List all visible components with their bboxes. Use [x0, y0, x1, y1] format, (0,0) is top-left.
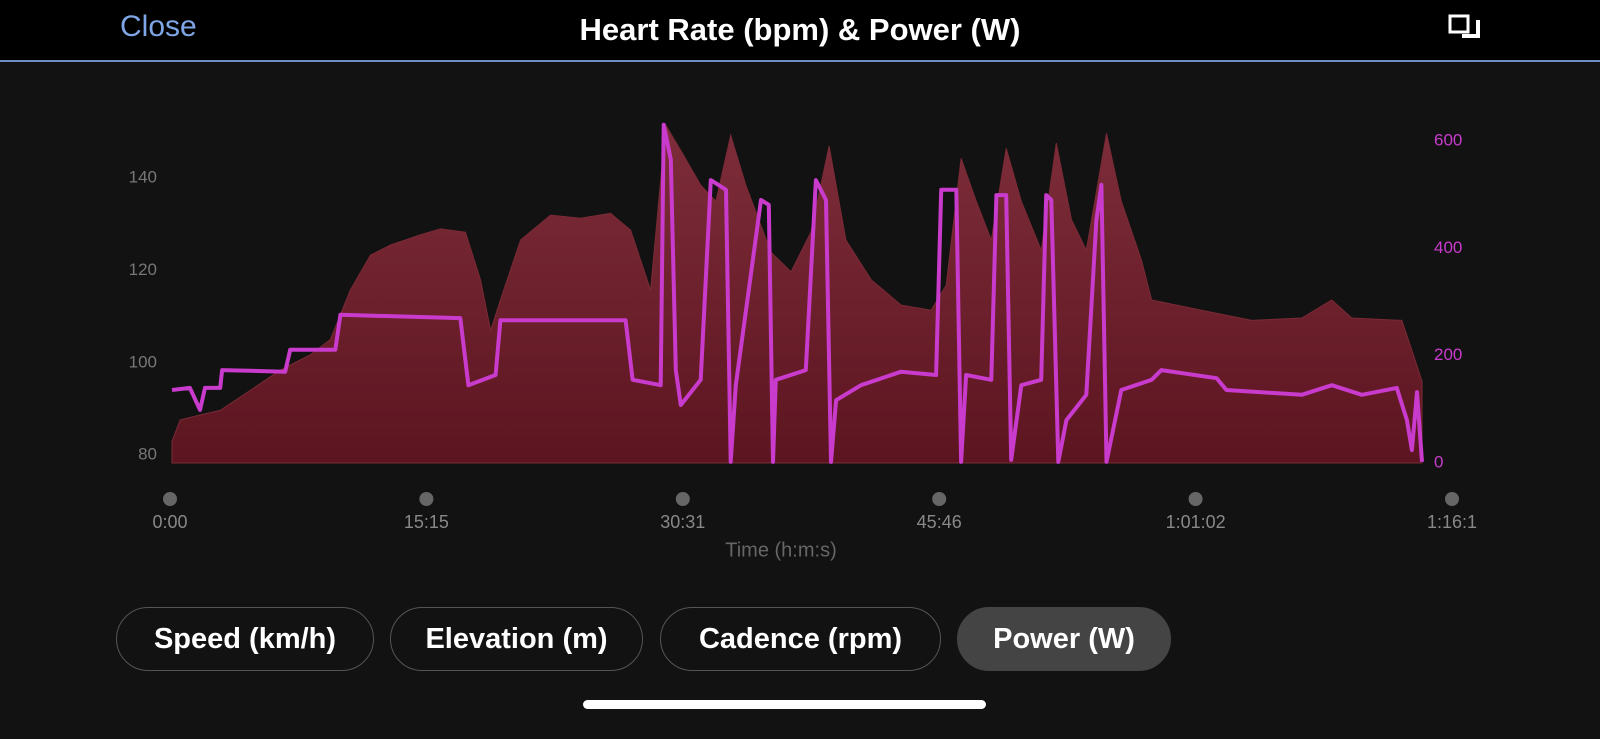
metric-button[interactable]: Speed (km/h): [116, 607, 374, 671]
power-line: [171, 122, 1424, 464]
metric-button[interactable]: Power (W): [957, 607, 1171, 671]
x-tick-label: 30:31: [660, 512, 705, 532]
heart-rate-area: [171, 123, 1423, 464]
x-tick-dot: [675, 492, 690, 506]
y2-tick-label: 400: [1434, 238, 1462, 257]
y-tick-label: 100: [129, 352, 157, 371]
x-tick-dot: [1188, 492, 1203, 506]
x-tick-label: 15:15: [404, 512, 449, 532]
y2-tick-label: 0: [1434, 452, 1443, 471]
x-tick-label: 1:01:02: [1166, 512, 1226, 532]
home-indicator: [583, 700, 986, 709]
x-tick-dot: [163, 492, 177, 506]
x-tick-dot: [932, 492, 947, 506]
title: Heart Rate (bpm) & Power (W): [579, 12, 1021, 47]
x-tick-dot: [419, 492, 434, 506]
close-button[interactable]: Close: [120, 10, 197, 43]
x-axis-label: Time (h:m:s): [725, 539, 836, 561]
y-tick-label: 80: [138, 445, 157, 464]
header: Close Heart Rate (bpm) & Power (W): [0, 0, 1600, 62]
chart: 80 100 120 140 0 200 400 600 0:00 15:15 30:31 45:46…: [129, 122, 1477, 561]
y2-tick-label: 600: [1434, 130, 1462, 149]
y2-tick-label: 200: [1434, 345, 1462, 364]
x-tick-label: 0:00: [152, 512, 187, 532]
metric-button[interactable]: Cadence (rpm): [660, 607, 941, 671]
y-tick-label: 120: [129, 260, 157, 279]
x-tick-label: 1:16:1: [1427, 512, 1477, 532]
x-tick-label: 45:46: [917, 512, 962, 532]
expand-icon[interactable]: [1448, 14, 1484, 46]
y-tick-label: 140: [129, 168, 157, 187]
x-tick-dot: [1445, 492, 1459, 506]
metric-button[interactable]: Elevation (m): [390, 607, 643, 671]
